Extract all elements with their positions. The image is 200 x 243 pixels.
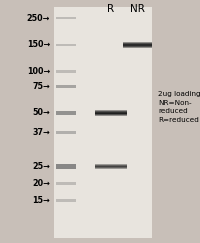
Text: 150→: 150→ — [27, 40, 50, 50]
Bar — [95, 110, 127, 111]
Bar — [95, 112, 127, 114]
Bar — [95, 164, 127, 165]
Bar — [56, 85, 76, 88]
Bar — [95, 167, 127, 168]
Text: 25→: 25→ — [32, 162, 50, 171]
Text: 2ug loading
NR=Non-
reduced
R=reduced: 2ug loading NR=Non- reduced R=reduced — [158, 91, 200, 123]
Bar — [122, 48, 152, 49]
Bar — [56, 17, 76, 19]
Bar — [95, 116, 127, 117]
Bar — [95, 113, 127, 115]
Bar — [95, 115, 127, 116]
Bar — [95, 163, 127, 164]
Bar — [95, 165, 127, 166]
Text: 75→: 75→ — [32, 82, 50, 91]
Bar — [56, 44, 76, 46]
Text: 100→: 100→ — [27, 67, 50, 76]
Text: 37→: 37→ — [32, 128, 50, 137]
Text: R: R — [107, 4, 115, 14]
Text: 15→: 15→ — [32, 196, 50, 205]
Bar — [56, 164, 76, 169]
Bar — [122, 45, 152, 47]
Bar — [56, 182, 76, 185]
Bar — [122, 42, 152, 43]
Bar — [122, 43, 152, 44]
Bar — [95, 109, 127, 110]
Bar — [95, 168, 127, 169]
Text: 20→: 20→ — [32, 179, 50, 188]
Text: NR: NR — [130, 4, 144, 14]
Bar — [95, 169, 127, 170]
Bar — [54, 7, 152, 238]
Bar — [56, 111, 76, 115]
Text: 250→: 250→ — [27, 14, 50, 23]
Bar — [56, 199, 76, 202]
Text: 50→: 50→ — [32, 108, 50, 118]
Bar — [122, 41, 152, 42]
Bar — [122, 47, 152, 48]
Bar — [56, 70, 76, 73]
Bar — [95, 166, 127, 167]
Bar — [122, 44, 152, 46]
Bar — [95, 111, 127, 113]
Bar — [56, 131, 76, 134]
